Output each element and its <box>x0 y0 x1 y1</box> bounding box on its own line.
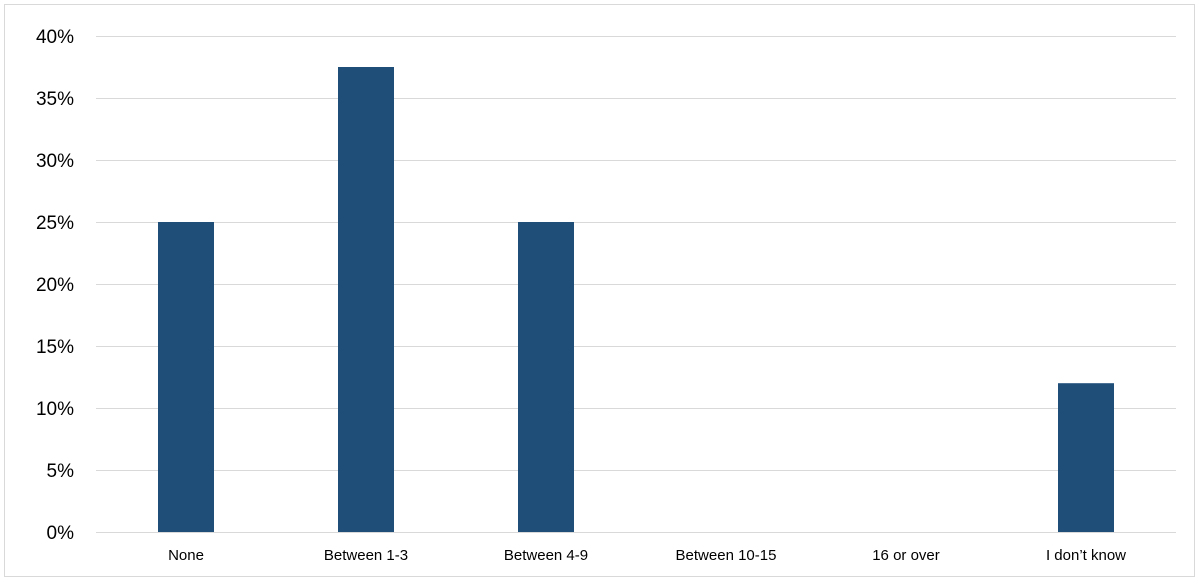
gridlines <box>96 36 1176 533</box>
x-category-label: Between 1-3 <box>324 547 408 564</box>
y-tick-label: 10% <box>36 399 74 420</box>
y-tick-label: 20% <box>36 275 74 296</box>
x-category-label: None <box>168 547 204 564</box>
y-tick-label: 30% <box>36 151 74 172</box>
x-category-label: Between 4-9 <box>504 547 588 564</box>
y-tick-label: 35% <box>36 89 74 110</box>
x-axis-labels: None Between 1-3 Between 4-9 Between 10-15 1… <box>168 547 1126 564</box>
x-category-label: Between 10-15 <box>676 547 777 564</box>
bar-2 <box>338 67 394 532</box>
y-tick-label: 40% <box>36 27 74 48</box>
bars <box>158 67 1114 532</box>
bar-3 <box>518 222 574 532</box>
y-tick-label: 15% <box>36 337 74 358</box>
y-tick-label: 25% <box>36 213 74 234</box>
x-category-label: 16 or over <box>872 547 940 564</box>
bar-1 <box>158 222 214 532</box>
y-axis-ticks: 0% 5% 10% 15% 20% 25% 30% 35% 40% <box>36 27 74 544</box>
y-tick-label: 0% <box>47 523 75 544</box>
x-category-label: I don’t know <box>1046 547 1126 564</box>
y-tick-label: 5% <box>47 461 75 482</box>
bar-6 <box>1058 383 1114 532</box>
